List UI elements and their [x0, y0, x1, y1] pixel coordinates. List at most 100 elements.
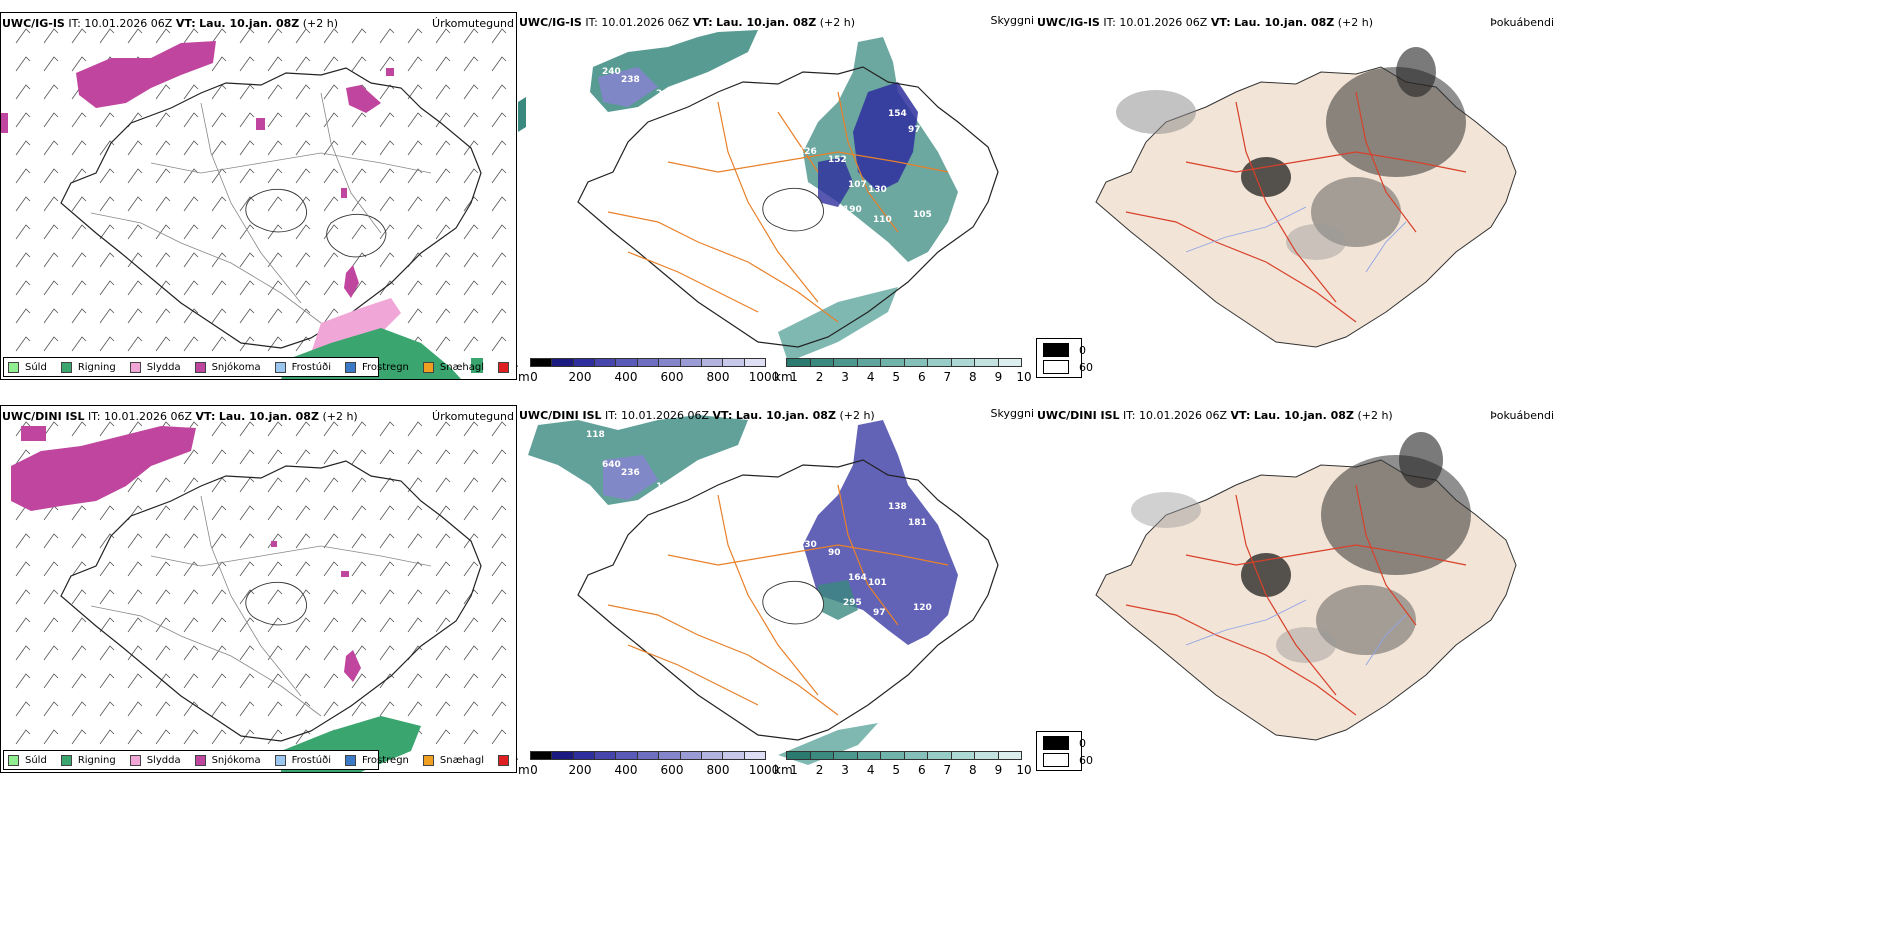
colorbar-tick-label: 3: [841, 370, 849, 384]
colorbar-segment: [975, 752, 999, 759]
snow-areas: [11, 426, 361, 682]
wind-barb: [351, 56, 367, 72]
wind-barb: [99, 140, 115, 156]
legend-swatch: [129, 361, 141, 373]
wind-barb: [71, 589, 87, 605]
wind-barb: [463, 168, 479, 184]
wind-barb: [323, 112, 339, 128]
colorbar-segment: [881, 359, 905, 366]
wind-barb: [435, 589, 451, 605]
cloud-base-label: 110: [873, 215, 892, 225]
wind-barb: [463, 28, 479, 44]
wind-barb: [407, 449, 423, 465]
legend-swatch: [422, 754, 434, 766]
wind-barb: [211, 561, 227, 577]
precip-map-bottom: [11, 421, 507, 772]
colorbar-tick-label: 4: [866, 763, 875, 777]
wind-barb: [379, 477, 395, 493]
wind-barb: [183, 112, 199, 128]
wind-barb: [99, 168, 115, 184]
wind-barb: [183, 505, 199, 521]
wind-barb: [183, 224, 199, 240]
wind-barb: [351, 449, 367, 465]
wind-barb: [295, 112, 311, 128]
wind-barb: [491, 280, 507, 296]
wind-barb: [183, 477, 199, 493]
road-network: [607, 91, 949, 323]
wind-barb: [351, 561, 367, 577]
model-name: UWC/IG-IS: [519, 16, 582, 29]
wind-barb: [99, 729, 115, 745]
wind-barb: [127, 196, 143, 212]
wind-barb: [379, 533, 395, 549]
wind-barb: [491, 505, 507, 521]
sleet-areas: [311, 298, 401, 353]
it-label: IT:: [585, 16, 598, 29]
colorbar-segment: [616, 752, 638, 759]
wind-barb: [155, 729, 171, 745]
legend-label: Snæhagl: [439, 361, 485, 373]
panel-header: UWC/DINI ISL IT: 10.01.2026 06Z VT: Lau.…: [1037, 409, 1393, 423]
colorbar-tick-label: 1000: [748, 370, 780, 384]
wind-barb: [211, 168, 227, 184]
wind-barb: [211, 28, 227, 44]
panel-title: Úrkomutegund: [432, 17, 514, 30]
wind-barb: [239, 589, 255, 605]
wind-barb: [295, 729, 311, 745]
cloud-base-label: 97: [908, 125, 921, 135]
wind-barb: [211, 673, 227, 689]
colorbar-tick-label: 800: [706, 370, 730, 384]
wind-barb: [407, 477, 423, 493]
wind-barb: [43, 308, 59, 324]
wind-barb: [379, 589, 395, 605]
wind-barb: [379, 561, 395, 577]
legend-item: Snæhagl: [422, 361, 485, 373]
wind-barb: [155, 701, 171, 717]
colorbar-tick-label: 1: [790, 763, 798, 777]
fog-legend-item: 0: [1043, 343, 1086, 357]
colorbar-segment: [904, 359, 928, 366]
wind-barb: [99, 533, 115, 549]
legend-item: Slydda: [129, 361, 181, 373]
wind-barb: [463, 224, 479, 240]
cloud-base-label: 295: [843, 598, 862, 608]
wind-barb: [435, 28, 451, 44]
wind-barb: [379, 28, 395, 44]
legend-label: Frostregn: [362, 754, 409, 766]
wind-barb: [155, 589, 171, 605]
wind-barb: [15, 252, 31, 268]
visibility-colorbar: km 1 2 3 4 5 6 7 8 9 10: [774, 751, 1032, 777]
fog-legend-label: 0: [1079, 343, 1086, 357]
wind-barb: [15, 617, 31, 633]
legend-label: Snæhagl: [439, 754, 485, 766]
wind-barb: [155, 673, 171, 689]
colorbar-tick-label: 5: [892, 370, 901, 384]
it-label: IT:: [88, 410, 101, 423]
colorbar-tick-label: 5: [892, 763, 901, 777]
colorbar-unit: km: [774, 370, 793, 384]
colorbar-segment: [951, 359, 975, 366]
wind-barb: [491, 112, 507, 128]
fog-legend-label: 60: [1079, 753, 1093, 767]
wind-barb: [435, 673, 451, 689]
wind-barb: [211, 280, 227, 296]
wind-barb: [71, 421, 87, 437]
wind-barb: [43, 336, 59, 352]
wind-barb: [323, 168, 339, 184]
colorbar-segment: [659, 752, 681, 759]
colorbar-tick-label: 800: [706, 763, 730, 777]
wind-barb: [295, 224, 311, 240]
legend-label: Súld: [25, 754, 47, 766]
colorbar-segment: [928, 359, 952, 366]
wind-barb: [407, 224, 423, 240]
wind-barb: [183, 84, 199, 100]
wind-barb: [211, 140, 227, 156]
panel-header: UWC/DINI ISL IT: 10.01.2026 06Z VT: Lau.…: [2, 410, 358, 424]
wind-barb: [491, 196, 507, 212]
wind-barb: [15, 533, 31, 549]
colorbar-segment: [857, 359, 881, 366]
wind-barb: [239, 561, 255, 577]
colorbar-unit: m: [518, 763, 530, 777]
wind-barb: [407, 505, 423, 521]
